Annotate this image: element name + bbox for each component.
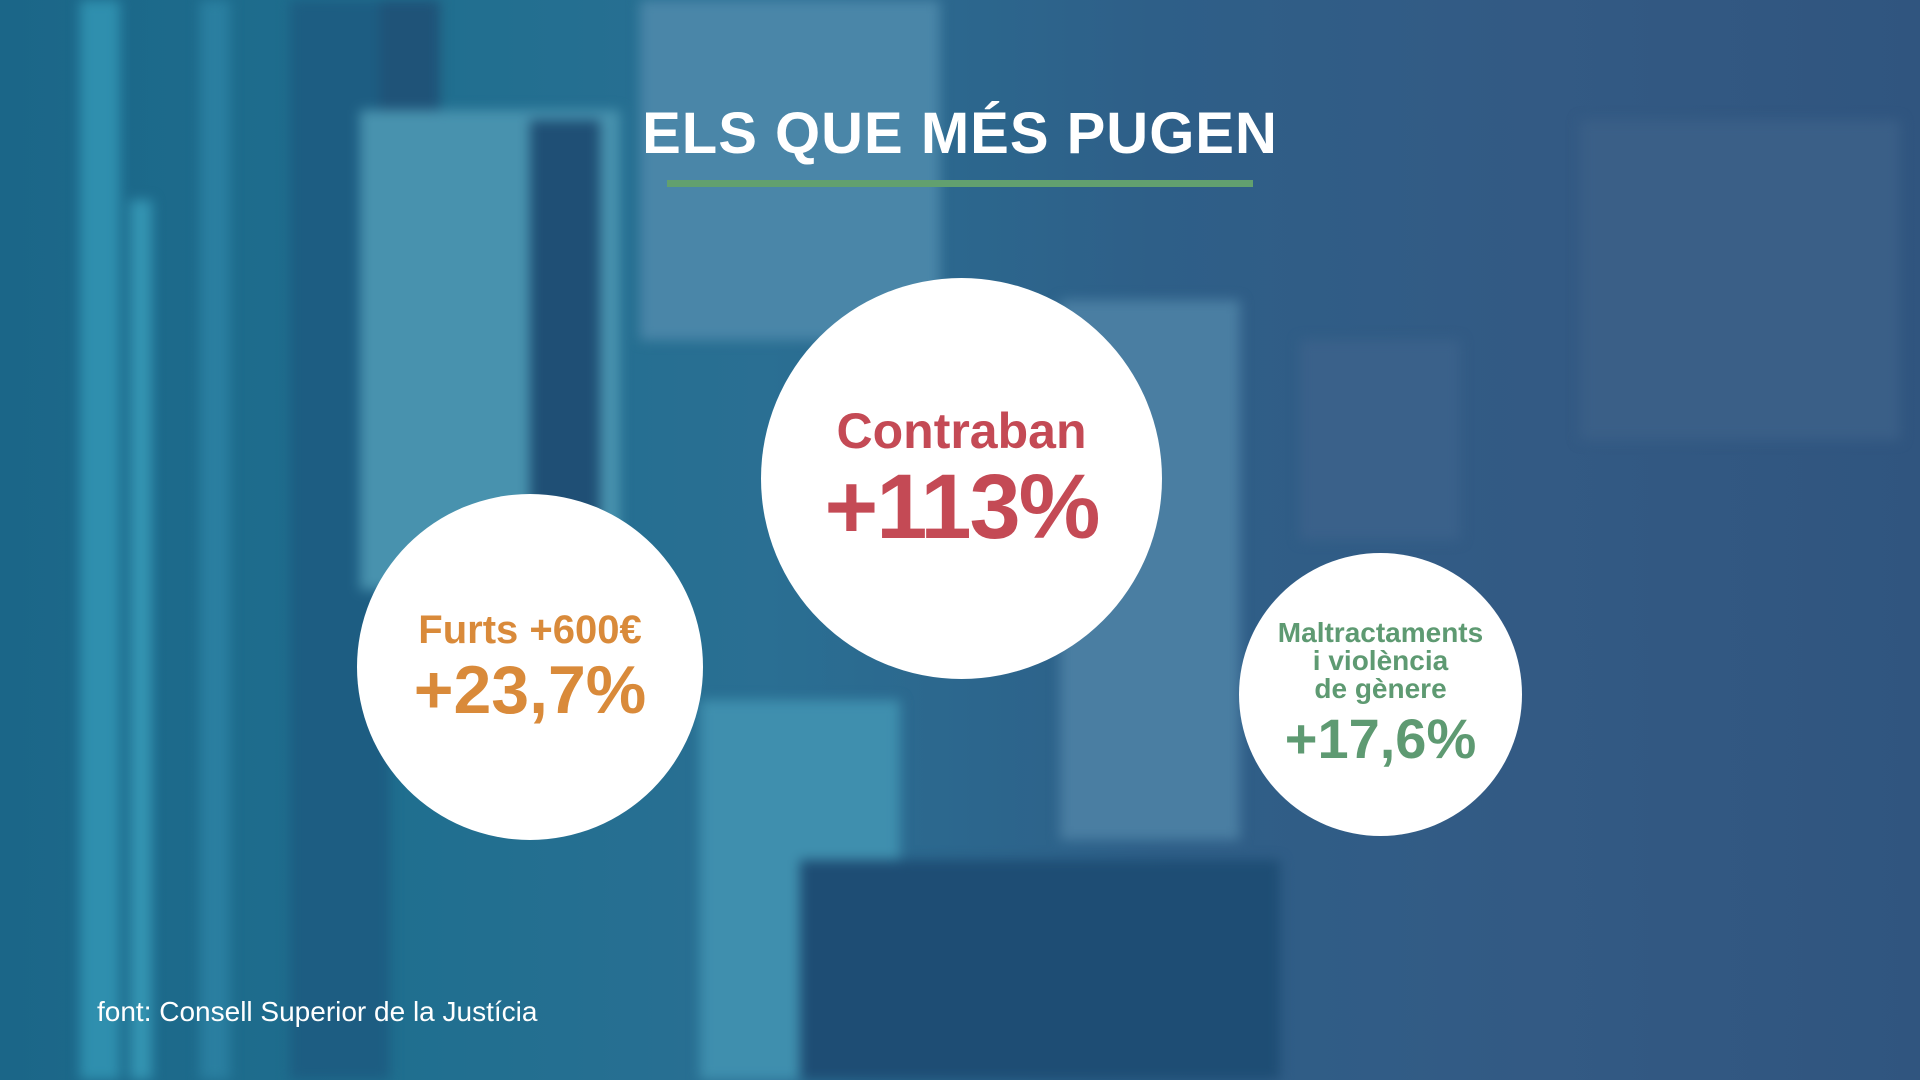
title-underline: [667, 180, 1253, 187]
page-title: ELS QUE MÉS PUGEN: [642, 101, 1278, 166]
source-note: font: Consell Superior de la Justícia: [97, 996, 538, 1027]
bubble-value: +17,6%: [1284, 706, 1477, 770]
bubble-label: Furts +600€: [418, 608, 642, 652]
bubble-label: Contraban: [836, 402, 1087, 459]
bubble-furts: Furts +600€ +23,7%: [357, 494, 703, 840]
bubble-contraban: Contraban +113%: [761, 278, 1162, 679]
bubble-label-line-2: i violència: [1312, 644, 1449, 676]
bubble-label-line-3: de gènere: [1314, 672, 1447, 704]
bubble-label-line-1: Maltractaments: [1277, 616, 1484, 648]
bubble-value: +23,7%: [413, 652, 647, 728]
bubble-value: +113%: [824, 455, 1101, 558]
bubble-maltractaments: Maltractaments i violència de gènere +17…: [1239, 553, 1522, 836]
